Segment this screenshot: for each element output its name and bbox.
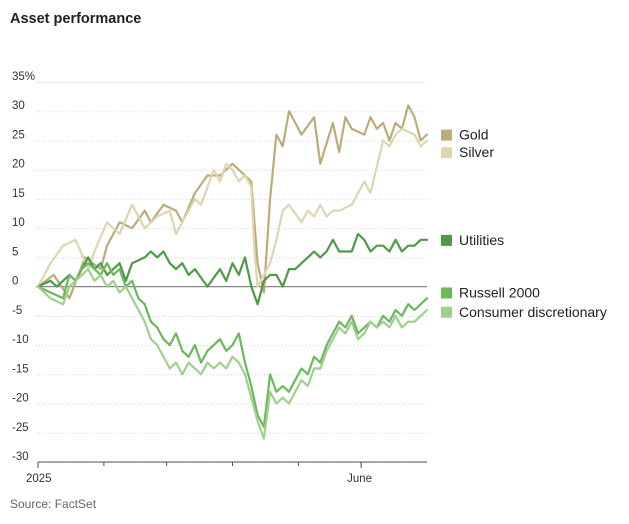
x-tick-label: June bbox=[347, 473, 372, 485]
legend-label-consumer-discretionary: Consumer discretionary bbox=[459, 304, 607, 320]
series-line-russell-2000 bbox=[36, 262, 429, 428]
series-lines bbox=[36, 104, 429, 440]
y-tick-label: -5 bbox=[12, 305, 22, 317]
series-line-utilities bbox=[36, 232, 429, 306]
y-tick-label: -15 bbox=[12, 363, 29, 375]
source-note: Source: FactSet bbox=[10, 497, 97, 511]
y-tick-label: 20 bbox=[12, 159, 25, 171]
legend-swatch-utilities bbox=[441, 234, 452, 246]
y-tick-label: 15 bbox=[12, 188, 25, 200]
y-tick-label: -10 bbox=[12, 334, 29, 346]
y-tick-label: -25 bbox=[12, 422, 29, 434]
y-tick-label: -30 bbox=[12, 451, 29, 463]
legend-swatch-consumer-discretionary bbox=[441, 306, 452, 318]
series-line-consumer-discretionary bbox=[36, 268, 429, 440]
y-tick-label: 5 bbox=[12, 246, 18, 258]
legend-label-gold: Gold bbox=[459, 127, 489, 143]
legend-label-russell-2000: Russell 2000 bbox=[459, 284, 540, 300]
y-tick-label: 30 bbox=[12, 100, 25, 112]
chart-title: Asset performance bbox=[10, 11, 142, 27]
x-tick-label: 2025 bbox=[26, 473, 52, 485]
x-axis: 2025 June bbox=[26, 461, 427, 485]
legend-swatch-russell-2000 bbox=[441, 287, 452, 299]
y-tick-label: 35% bbox=[12, 71, 35, 83]
y-tick-label: 0 bbox=[12, 276, 18, 288]
series-line-silver bbox=[36, 127, 429, 288]
series-line-gold bbox=[36, 104, 429, 300]
legend-swatch-silver bbox=[441, 147, 452, 159]
y-tick-label: 25 bbox=[12, 129, 25, 141]
legend-label-utilities: Utilities bbox=[459, 232, 504, 248]
legend-swatch-gold bbox=[441, 129, 452, 141]
y-tick-label: 10 bbox=[12, 217, 25, 229]
y-tick-label: -20 bbox=[12, 393, 29, 405]
legend-label-silver: Silver bbox=[459, 144, 494, 160]
y-axis-ticks: 35% 30 25 20 15 10 5 0 -5 -10 -15 -20 -25 -30 bbox=[12, 71, 427, 463]
